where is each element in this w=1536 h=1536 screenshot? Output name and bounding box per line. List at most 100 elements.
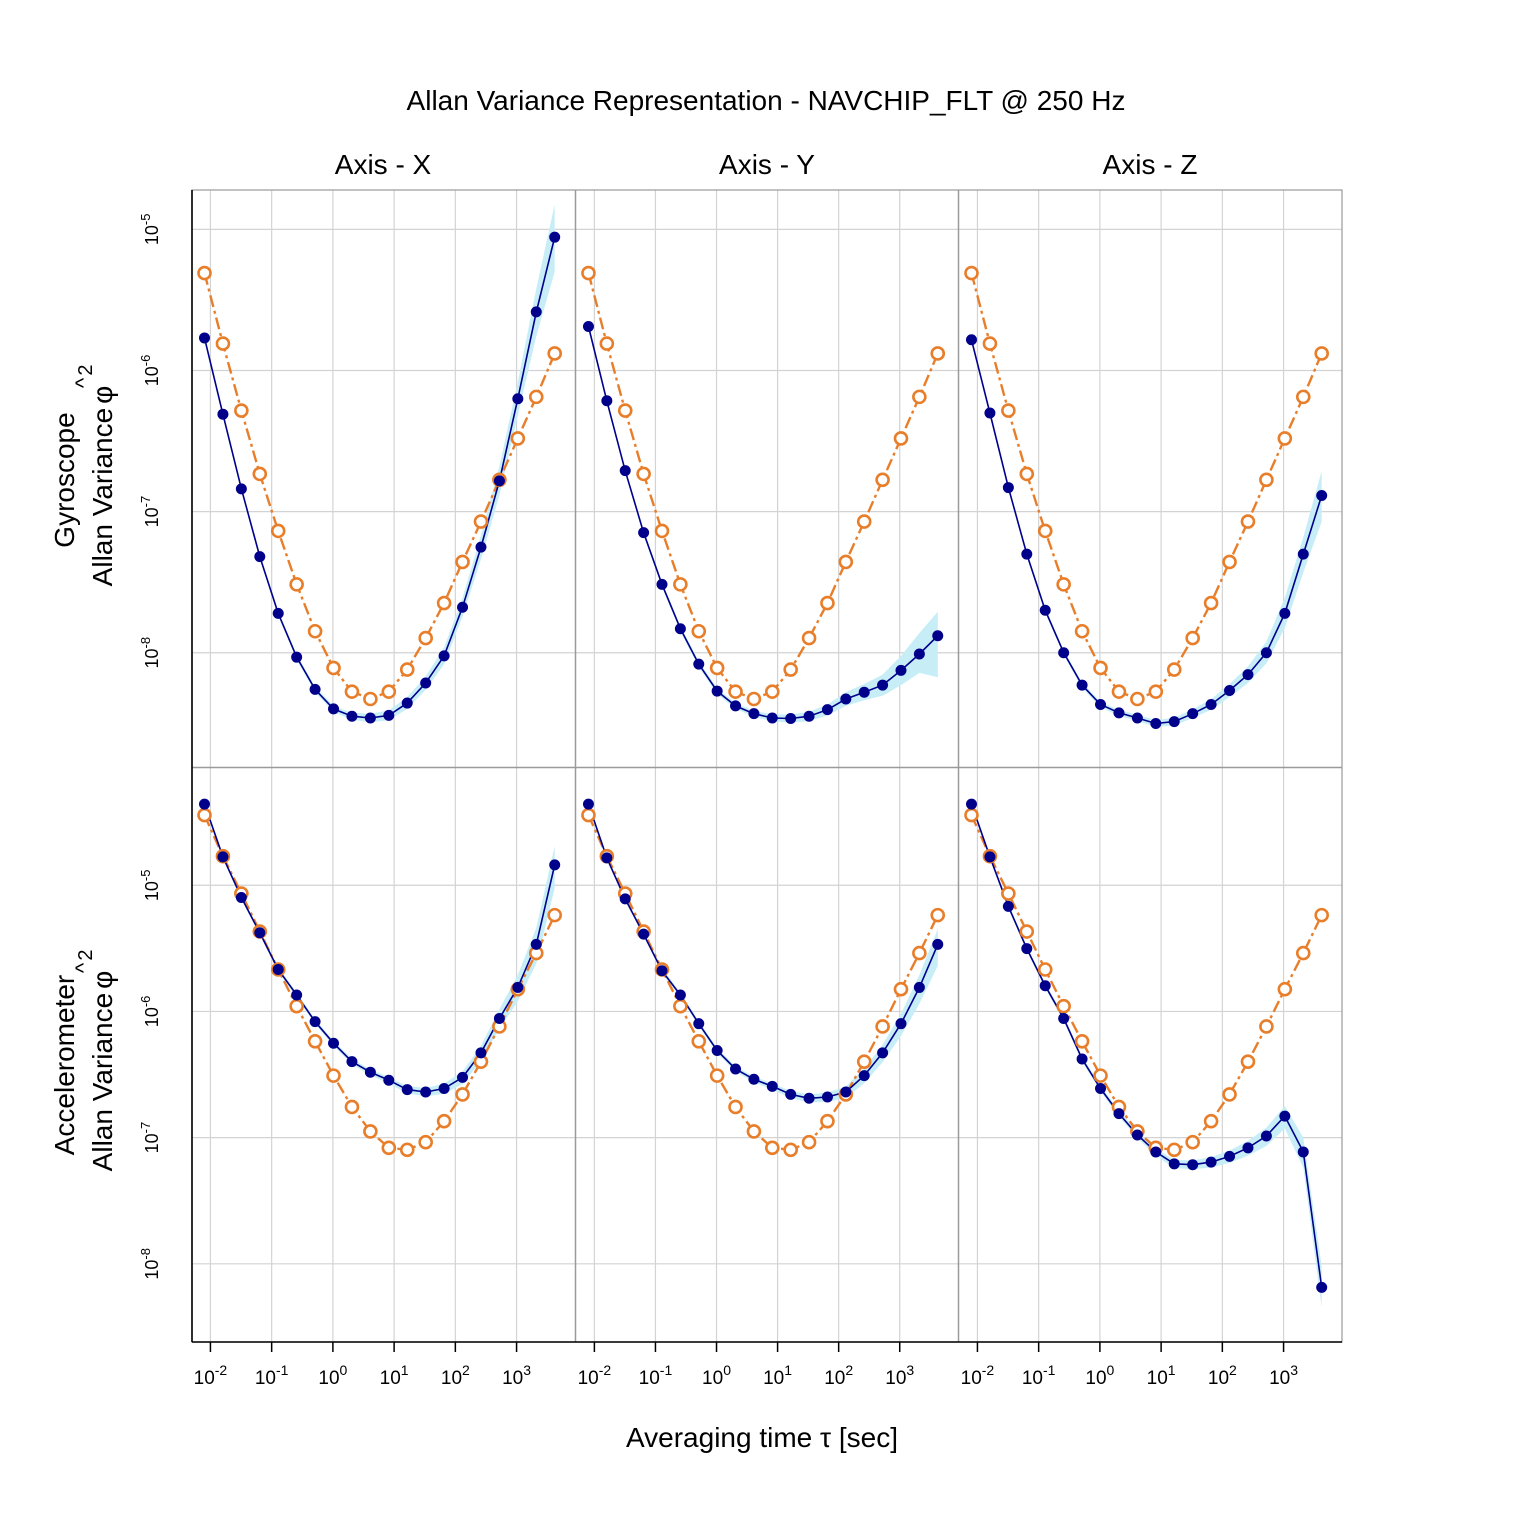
model-point — [436, 595, 452, 611]
model-point — [1259, 472, 1274, 488]
empirical-point — [530, 306, 542, 318]
model-point — [455, 1087, 470, 1102]
empirical-point — [656, 965, 668, 977]
x-tick-label: 100 — [1085, 1362, 1114, 1389]
model-point — [691, 623, 707, 639]
gyroscope-row-label: Gyroscope Allan Variance φ ^ 2 — [49, 364, 118, 586]
confidence-band — [204, 801, 555, 1097]
model-point — [1240, 514, 1256, 529]
model-point — [673, 998, 688, 1014]
gyroscope-ylabel-hat: ^ — [71, 377, 96, 388]
empirical-point — [530, 938, 542, 950]
model-point — [1259, 1019, 1274, 1034]
empirical-point — [1224, 1150, 1236, 1162]
empirical-point — [932, 630, 944, 642]
empirical-point — [364, 1066, 376, 1078]
empirical-point — [383, 709, 395, 721]
empirical-point — [198, 798, 210, 810]
model-point — [344, 1099, 360, 1115]
empirical-line — [587, 326, 939, 720]
empirical-point — [582, 798, 594, 810]
empirical-point — [730, 700, 742, 712]
model-point — [856, 1054, 872, 1069]
empirical-point — [766, 712, 778, 724]
empirical-point — [364, 712, 376, 724]
model-point — [326, 1068, 341, 1083]
empirical-point — [619, 465, 631, 477]
x-tick-label: 100 — [318, 1362, 347, 1389]
y-tick-label: 10-5 — [138, 870, 162, 902]
empirical-point — [346, 710, 358, 722]
empirical-point — [512, 393, 524, 405]
model-point — [1314, 346, 1329, 361]
empirical-point — [1002, 482, 1014, 494]
model-point — [930, 346, 946, 361]
y-tick-label: 10-7 — [138, 496, 162, 528]
model-point — [197, 265, 212, 281]
model-point — [547, 907, 562, 923]
y-tick-label: 10-7 — [138, 1122, 162, 1154]
empirical-point — [877, 679, 889, 691]
empirical-point — [858, 1070, 870, 1082]
model-point — [307, 623, 323, 639]
gyroscope-ylabel-superscript: 2 — [75, 364, 97, 375]
column-label-z: Axis - Z — [1103, 149, 1198, 180]
gyroscope-ylabel: Allan Variance φ — [87, 386, 118, 587]
empirical-point — [291, 989, 303, 1001]
empirical-point — [401, 1084, 413, 1096]
model-point — [381, 1140, 397, 1156]
empirical-point — [291, 651, 303, 663]
empirical-point — [1224, 684, 1236, 696]
model-point — [1056, 998, 1071, 1014]
model-point — [1185, 630, 1200, 646]
model-point — [691, 1033, 707, 1049]
panel-gyroscope-axisz — [959, 190, 1342, 767]
empirical-point — [1113, 707, 1125, 719]
model-point — [728, 1099, 743, 1115]
model-point — [783, 662, 798, 677]
empirical-point — [601, 395, 613, 407]
empirical-point — [493, 1012, 505, 1024]
panel-accelerometer-axisz: 10-2 10-1 100 101 102 103 — [959, 768, 1342, 1389]
model-point — [363, 691, 378, 707]
model-point — [1130, 691, 1145, 707]
model-point — [252, 466, 268, 482]
model-point — [783, 1142, 798, 1158]
model-point — [654, 523, 670, 539]
empirical-point — [420, 1086, 432, 1098]
x-tick-label: 10-1 — [639, 1362, 673, 1389]
model-point — [581, 265, 596, 281]
empirical-point — [748, 1073, 760, 1085]
empirical-point — [1242, 669, 1254, 681]
x-tick-label: 102 — [441, 1362, 470, 1389]
empirical-point — [1316, 490, 1328, 502]
x-tick-label: 101 — [380, 1362, 409, 1389]
model-point — [1166, 1142, 1182, 1158]
model-point — [307, 1033, 323, 1049]
model-point — [709, 660, 725, 676]
model-line — [203, 814, 556, 1152]
empirical-point — [512, 981, 524, 993]
model-point — [982, 336, 998, 351]
empirical-point — [803, 710, 815, 722]
model-point — [1277, 981, 1293, 997]
model-point — [399, 662, 415, 677]
empirical-point — [913, 648, 925, 660]
empirical-point — [619, 893, 631, 905]
x-tick-label: 103 — [1269, 1362, 1298, 1389]
model-point — [1277, 431, 1293, 446]
model-point — [1037, 962, 1053, 977]
gyroscope-sensor-label: Gyroscope — [49, 412, 80, 547]
empirical-point — [877, 1047, 889, 1059]
empirical-point — [1095, 1083, 1107, 1095]
accelerometer-ylabel-superscript: 2 — [75, 949, 97, 960]
empirical-point — [858, 686, 870, 698]
empirical-point — [1002, 900, 1014, 912]
model-point — [875, 1019, 890, 1034]
model-point — [1240, 1054, 1256, 1069]
x-tick-label: 10-1 — [1022, 1362, 1056, 1389]
empirical-point — [420, 677, 432, 689]
empirical-point — [1076, 679, 1088, 691]
x-tick-label: 10-2 — [194, 1362, 228, 1389]
y-tick-label: 10-6 — [138, 996, 162, 1028]
